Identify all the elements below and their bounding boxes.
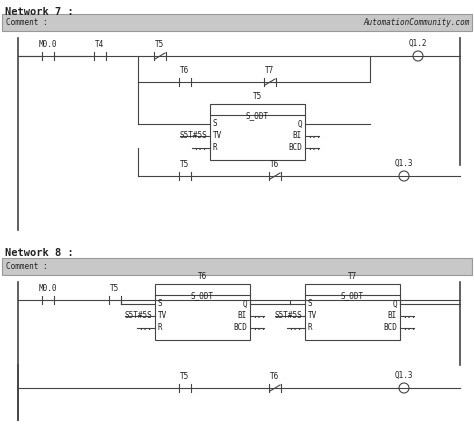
Text: T7: T7 <box>265 66 274 75</box>
Text: M0.0: M0.0 <box>39 284 57 293</box>
Text: ...: ... <box>402 311 416 321</box>
Text: TV: TV <box>308 311 317 321</box>
Text: Comment :: Comment : <box>6 18 47 27</box>
Text: T5: T5 <box>181 372 190 381</box>
Text: BI: BI <box>293 131 302 141</box>
Text: TV: TV <box>213 131 222 141</box>
Text: R: R <box>158 324 163 333</box>
Text: S5T#5S: S5T#5S <box>124 311 152 321</box>
Bar <box>155 284 250 340</box>
Text: T6: T6 <box>181 66 190 75</box>
Text: R: R <box>213 143 218 153</box>
Text: AutomationCommunity.com: AutomationCommunity.com <box>364 18 470 27</box>
Text: T5: T5 <box>253 92 262 101</box>
Text: T6: T6 <box>270 372 280 381</box>
Text: Network 8 :: Network 8 : <box>5 248 74 258</box>
Text: M0.0: M0.0 <box>39 40 57 49</box>
Text: S_ODT: S_ODT <box>341 291 364 300</box>
Text: T5: T5 <box>110 284 119 293</box>
Bar <box>2 14 472 31</box>
Text: S5T#5S: S5T#5S <box>179 131 207 141</box>
Text: ...: ... <box>307 131 321 141</box>
Text: S: S <box>213 120 218 128</box>
Text: BCD: BCD <box>383 324 397 333</box>
Bar <box>210 104 305 160</box>
Text: Q: Q <box>242 299 247 309</box>
Text: ...: ... <box>307 143 321 153</box>
Text: S_ODT: S_ODT <box>191 291 214 300</box>
Text: BCD: BCD <box>288 143 302 153</box>
Text: T4: T4 <box>95 40 105 49</box>
Text: Q: Q <box>297 120 302 128</box>
Text: BCD: BCD <box>233 324 247 333</box>
Text: T7: T7 <box>348 272 357 281</box>
Text: BI: BI <box>238 311 247 321</box>
Bar <box>2 258 472 275</box>
Text: S5T#5S: S5T#5S <box>274 311 302 321</box>
Text: Comment :: Comment : <box>6 262 47 271</box>
Text: R: R <box>308 324 313 333</box>
Text: Q: Q <box>392 299 397 309</box>
Text: T5: T5 <box>181 160 190 169</box>
Text: Q1.2: Q1.2 <box>409 39 427 48</box>
Text: ...: ... <box>402 324 416 333</box>
Text: BI: BI <box>388 311 397 321</box>
Text: T6: T6 <box>270 160 280 169</box>
Text: S_ODT: S_ODT <box>246 111 269 120</box>
Text: ...: ... <box>288 324 302 333</box>
Text: Q1.3: Q1.3 <box>395 159 413 168</box>
Text: Q1.3: Q1.3 <box>395 371 413 380</box>
Text: ...: ... <box>252 324 266 333</box>
Text: ...: ... <box>252 311 266 321</box>
Text: T5: T5 <box>155 40 164 49</box>
Text: ...: ... <box>193 143 207 153</box>
Text: T6: T6 <box>198 272 207 281</box>
Text: Network 7 :: Network 7 : <box>5 7 74 17</box>
Text: S: S <box>158 299 163 309</box>
Text: ...: ... <box>138 324 152 333</box>
Bar <box>305 284 400 340</box>
Text: S: S <box>308 299 313 309</box>
Text: TV: TV <box>158 311 167 321</box>
